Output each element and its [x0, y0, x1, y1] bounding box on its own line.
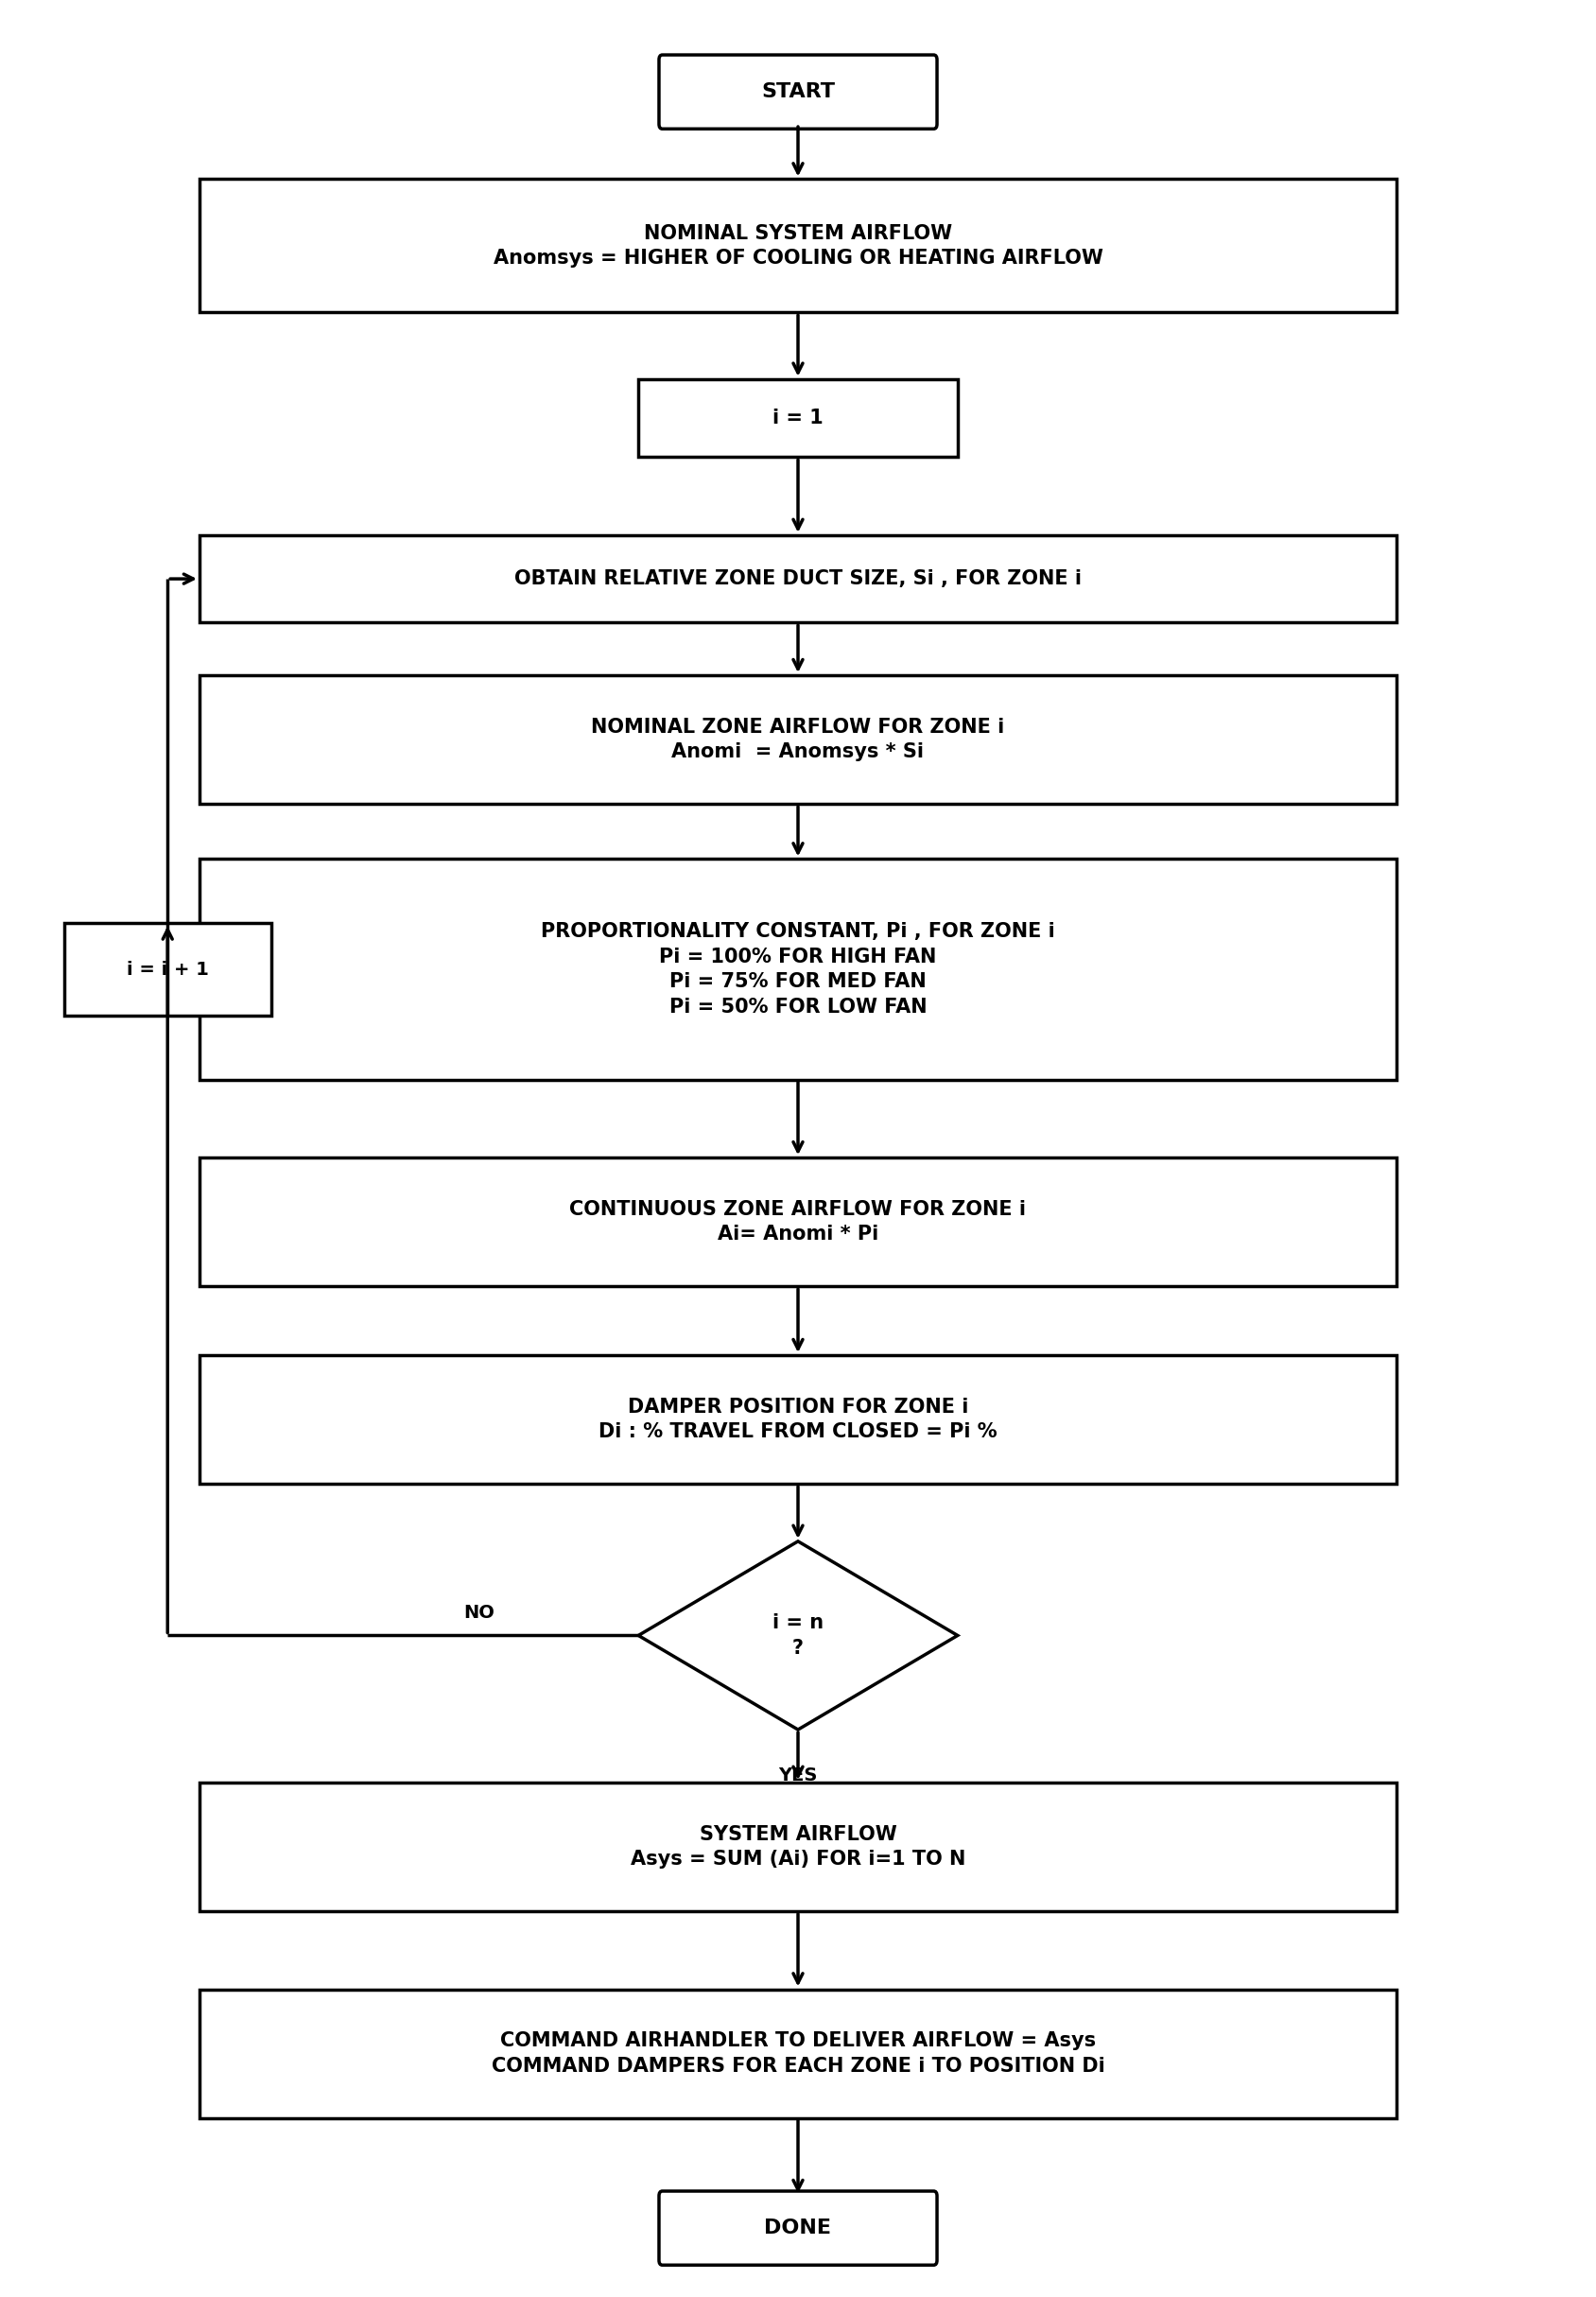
Text: YES: YES — [779, 1766, 817, 1785]
Bar — [200, 179, 1396, 312]
Text: DONE: DONE — [764, 2219, 832, 2237]
Text: DAMPER POSITION FOR ZONE i
Di : % TRAVEL FROM CLOSED = Pi %: DAMPER POSITION FOR ZONE i Di : % TRAVEL… — [598, 1397, 998, 1443]
Text: COMMAND AIRHANDLER TO DELIVER AIRFLOW = Asys
COMMAND DAMPERS FOR EACH ZONE i TO : COMMAND AIRHANDLER TO DELIVER AIRFLOW = … — [492, 2031, 1104, 2076]
Text: CONTINUOUS ZONE AIRFLOW FOR ZONE i
Ai= Anomi * Pi: CONTINUOUS ZONE AIRFLOW FOR ZONE i Ai= A… — [570, 1199, 1026, 1245]
Bar — [200, 535, 1396, 622]
Bar — [64, 923, 271, 1015]
Bar — [200, 675, 1396, 804]
Text: NOMINAL ZONE AIRFLOW FOR ZONE i
Anomi  = Anomsys * Si: NOMINAL ZONE AIRFLOW FOR ZONE i Anomi = … — [591, 717, 1005, 763]
Text: NO: NO — [463, 1603, 495, 1622]
Bar — [638, 379, 958, 457]
Text: i = i + 1: i = i + 1 — [126, 960, 209, 979]
Bar — [200, 1158, 1396, 1286]
Text: i = 1: i = 1 — [772, 409, 824, 427]
Text: OBTAIN RELATIVE ZONE DUCT SIZE, Si , FOR ZONE i: OBTAIN RELATIVE ZONE DUCT SIZE, Si , FOR… — [514, 570, 1082, 588]
Text: NOMINAL SYSTEM AIRFLOW
Anomsys = HIGHER OF COOLING OR HEATING AIRFLOW: NOMINAL SYSTEM AIRFLOW Anomsys = HIGHER … — [493, 223, 1103, 269]
Text: PROPORTIONALITY CONSTANT, Pi , FOR ZONE i
Pi = 100% FOR HIGH FAN
Pi = 75% FOR ME: PROPORTIONALITY CONSTANT, Pi , FOR ZONE … — [541, 923, 1055, 1015]
FancyBboxPatch shape — [659, 55, 937, 129]
Polygon shape — [638, 1541, 958, 1730]
Bar — [200, 1989, 1396, 2118]
Bar — [200, 859, 1396, 1080]
Text: SYSTEM AIRFLOW
Asys = SUM (Ai) FOR i=1 TO N: SYSTEM AIRFLOW Asys = SUM (Ai) FOR i=1 T… — [630, 1824, 966, 1870]
Text: i = n
?: i = n ? — [772, 1612, 824, 1658]
FancyBboxPatch shape — [659, 2191, 937, 2265]
Text: START: START — [761, 83, 835, 101]
Bar — [200, 1355, 1396, 1484]
Bar — [200, 1782, 1396, 1911]
